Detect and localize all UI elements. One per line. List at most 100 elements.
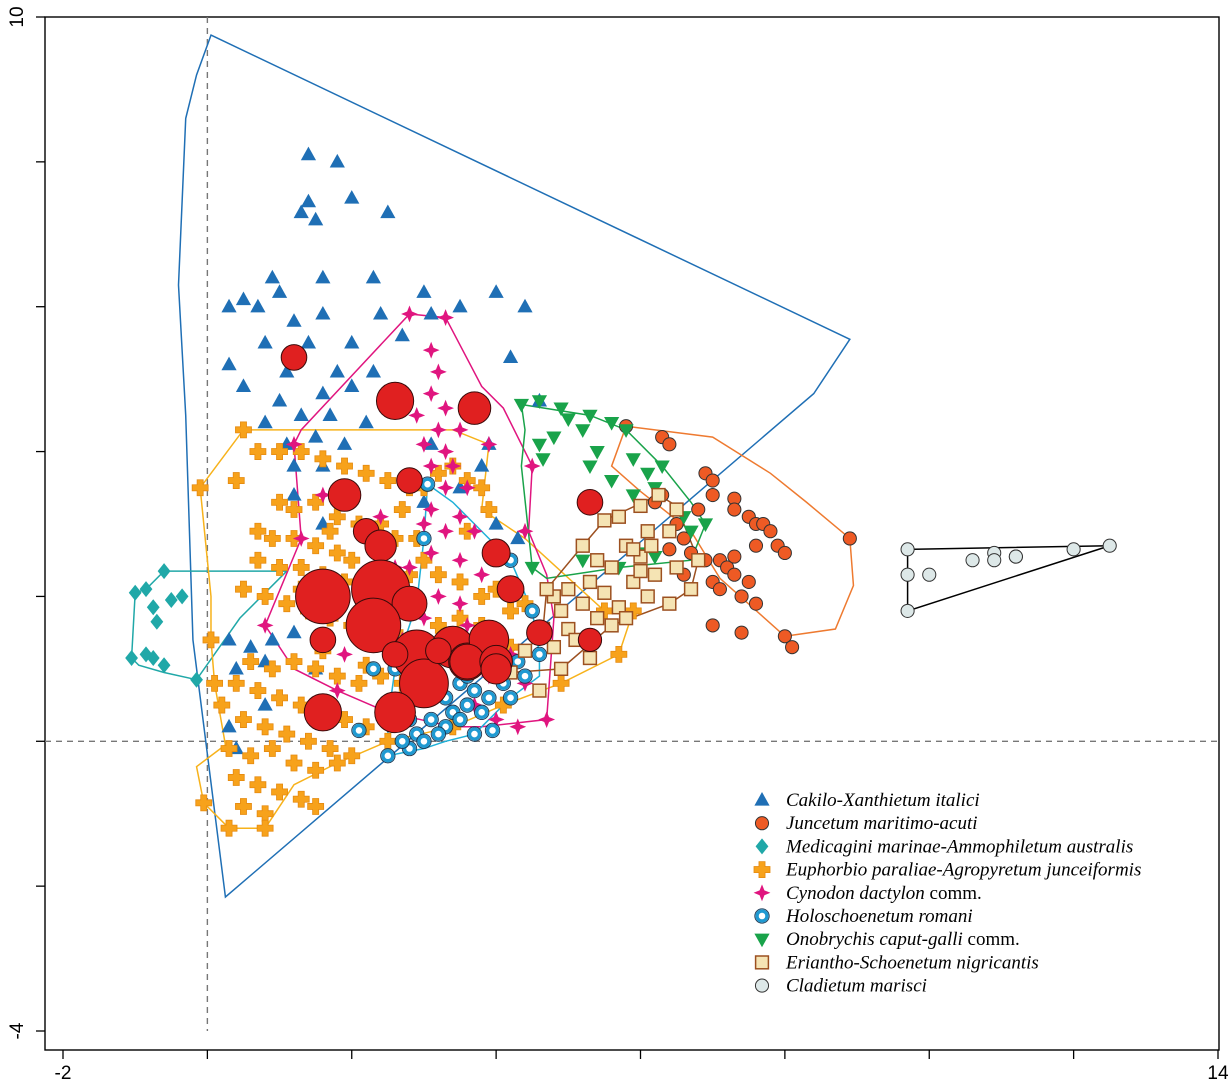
point-cynodon-dactylon-comm [408, 406, 426, 424]
point-juncetum-maritimo-acuti [763, 524, 778, 539]
point-holoschoenetum-romani-outline [474, 704, 490, 720]
point-highlight-circle [576, 488, 604, 516]
point-cynodon-dactylon-comm [415, 515, 433, 533]
point-holoschoenetum-romani [417, 734, 431, 748]
point-holoschoenetum-romani [420, 477, 435, 491]
point-euphorbio-paraliae-agropyretum-junceiformis [271, 783, 288, 801]
point-juncetum-maritimo-acuti [777, 629, 792, 644]
point-highlight-circle [391, 585, 428, 622]
point-medicagini-marinae-ammophiletum-australis [157, 563, 171, 580]
point-highlight-circle [303, 693, 342, 732]
point-euphorbio-paraliae-agropyretum-junceiformis [285, 501, 303, 518]
point-eriantho-schoenetum-nigricantis [644, 538, 659, 553]
point-cynodon-dactylon-comm [437, 479, 454, 497]
point-highlight-circle [345, 597, 402, 654]
point-onobrychis-caput-galli-comm [535, 453, 551, 467]
point-eriantho-schoenetum-nigricantis [582, 650, 598, 666]
point-cakilo-xanthietum-italici [423, 436, 439, 450]
point-euphorbio-paraliae-agropyretum-junceiformis [473, 479, 491, 497]
point-euphorbio-paraliae-agropyretum-junceiformis [379, 732, 397, 750]
point-cakilo-xanthietum-italici [452, 298, 468, 313]
legend-marker [755, 909, 769, 923]
point-cakilo-xanthietum-italici [329, 363, 345, 378]
legend-marker-outline [754, 908, 770, 924]
legend-label: Cakilo-Xanthietum italici [786, 790, 980, 811]
point-eriantho-schoenetum-nigricantis [604, 560, 619, 575]
point-euphorbio-paraliae-agropyretum-junceiformis [350, 674, 368, 692]
legend-item: Eriantho-Schoenetum nigricantis [754, 952, 1039, 973]
point-cynodon-dactylon-comm [422, 341, 440, 359]
point-eriantho-schoenetum-nigricantis [647, 567, 663, 582]
point-onobrychis-caput-galli-comm [531, 395, 548, 409]
point-cynodon-dactylon-comm [372, 508, 390, 526]
point-onobrychis-caput-galli-comm [697, 518, 714, 532]
point-cynodon-dactylon-comm [437, 399, 454, 417]
point-cakilo-xanthietum-italici [286, 624, 302, 639]
point-medicagini-marinae-ammophiletum-australis [146, 599, 160, 616]
point-cladietum-marisci [900, 567, 915, 582]
point-euphorbio-paraliae-agropyretum-junceiformis [357, 464, 375, 482]
point-cakilo-xanthietum-italici [315, 305, 331, 320]
series-juncetum-maritimo-acuti [619, 419, 857, 655]
point-eriantho-schoenetum-nigricantis [604, 618, 619, 633]
point-highlight-circle [295, 568, 351, 625]
point-eriantho-schoenetum-nigricantis [575, 596, 590, 611]
point-onobrychis-caput-galli-comm [683, 525, 699, 540]
point-cynodon-dactylon-comm [437, 309, 454, 326]
legend-label: Cynodon dactylon comm. [786, 883, 982, 904]
point-euphorbio-paraliae-agropyretum-junceiformis [451, 573, 469, 591]
legend-label-italic: Cakilo-Xanthietum italici [786, 790, 980, 811]
point-highlight-circle [374, 691, 416, 734]
point-eriantho-schoenetum-nigricantis [691, 553, 706, 568]
point-euphorbio-paraliae-agropyretum-junceiformis [191, 479, 209, 497]
point-holoschoenetum-romani [532, 647, 547, 662]
point-cynodon-dactylon-comm [516, 522, 534, 540]
point-euphorbio-paraliae-agropyretum-junceiformis [314, 450, 332, 468]
point-juncetum-maritimo-acuti [712, 582, 727, 597]
point-holoschoenetum-romani-outline [502, 690, 519, 706]
point-cakilo-xanthietum-italici [344, 334, 360, 349]
point-cynodon-dactylon-comm [292, 530, 310, 547]
point-highlight-circle [526, 619, 553, 646]
point-eriantho-schoenetum-nigricantis [517, 643, 533, 658]
point-holoschoenetum-romani-outline [351, 722, 367, 739]
point-eriantho-schoenetum-nigricantis [626, 542, 641, 557]
point-cynodon-dactylon-comm [429, 588, 447, 605]
legend-label: Juncetum maritimo-acuti [786, 813, 978, 834]
point-euphorbio-paraliae-agropyretum-junceiformis [271, 559, 288, 576]
point-euphorbio-paraliae-agropyretum-junceiformis [213, 696, 231, 714]
legend-label-plain: comm. [925, 883, 982, 904]
point-euphorbio-paraliae-agropyretum-junceiformis [249, 522, 267, 540]
point-euphorbio-paraliae-agropyretum-junceiformis [429, 566, 447, 584]
point-holoschoenetum-romani-outline [484, 722, 501, 739]
point-eriantho-schoenetum-nigricantis [532, 683, 547, 698]
legend-label: Euphorbio paraliae-Agropyretum junceifor… [785, 860, 1141, 881]
point-highlight-circle [280, 344, 308, 371]
point-euphorbio-paraliae-agropyretum-junceiformis [249, 682, 267, 699]
point-cynodon-dactylon-comm [538, 711, 556, 728]
point-cynodon-dactylon-comm [451, 421, 469, 439]
point-cakilo-xanthietum-italici [394, 327, 410, 342]
point-juncetum-maritimo-acuti [662, 542, 677, 557]
point-cakilo-xanthietum-italici [271, 284, 288, 298]
point-holoschoenetum-romani-outline [394, 733, 410, 749]
point-cynodon-dactylon-comm [314, 486, 332, 504]
legend-item: Cynodon dactylon comm. [753, 883, 982, 904]
legend-marker [754, 978, 770, 993]
legend-marker [754, 792, 770, 806]
point-euphorbio-paraliae-agropyretum-junceiformis [271, 443, 288, 460]
point-eriantho-schoenetum-nigricantis [561, 582, 576, 597]
point-medicagini-marinae-ammophiletum-australis [125, 649, 138, 666]
point-euphorbio-paraliae-agropyretum-junceiformis [227, 674, 245, 692]
point-cakilo-xanthietum-italici [257, 414, 273, 429]
point-holoschoenetum-romani-outline [423, 711, 439, 728]
point-cakilo-xanthietum-italici [380, 204, 396, 219]
point-euphorbio-paraliae-agropyretum-junceiformis [321, 740, 339, 757]
legend-item: Onobrychis caput-galli comm. [754, 929, 1020, 950]
point-holoschoenetum-romani-outline [481, 690, 497, 706]
point-onobrychis-caput-galli-comm [640, 467, 656, 482]
point-cakilo-xanthietum-italici [308, 429, 324, 443]
point-onobrychis-caput-galli-comm [560, 413, 576, 427]
point-euphorbio-paraliae-agropyretum-junceiformis [610, 645, 628, 663]
